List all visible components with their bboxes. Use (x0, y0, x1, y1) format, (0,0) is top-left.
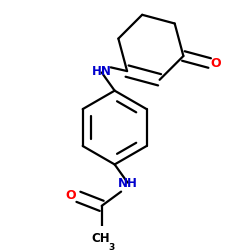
Text: O: O (210, 56, 221, 70)
Text: 3: 3 (108, 243, 114, 250)
Text: CH: CH (92, 232, 110, 245)
Text: HN: HN (92, 65, 112, 78)
Text: O: O (65, 189, 76, 202)
Text: NH: NH (118, 177, 138, 190)
